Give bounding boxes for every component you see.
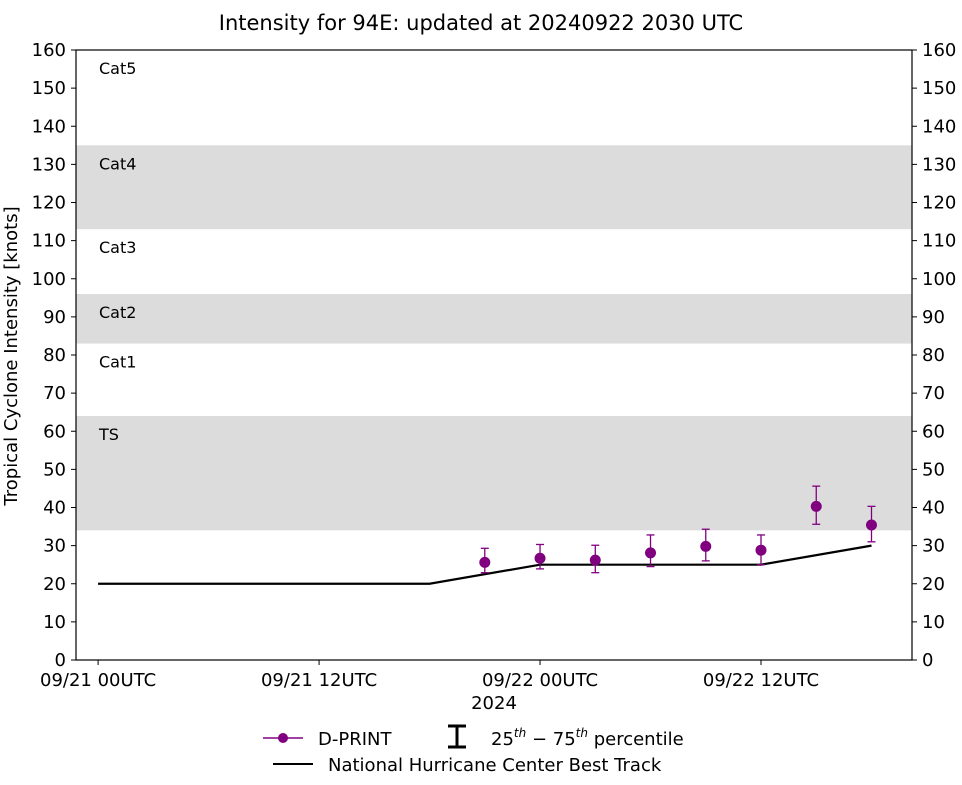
y-tick-label-left: 80 <box>43 345 66 366</box>
band-label-cat5: Cat5 <box>99 59 136 78</box>
y-tick-label-left: 50 <box>43 459 66 480</box>
y-tick-label-right: 90 <box>922 307 945 328</box>
band-label-ts: TS <box>98 425 119 444</box>
dprint-series <box>479 485 877 574</box>
band-label-cat4: Cat4 <box>99 154 136 173</box>
y-tick-label-right: 100 <box>922 269 956 290</box>
y-tick-label-left: 110 <box>32 231 66 252</box>
band-cat4 <box>76 145 912 230</box>
y-tick-label-right: 0 <box>922 650 933 671</box>
y-tick-label-left: 0 <box>55 650 66 671</box>
dprint-point <box>810 500 822 512</box>
y-tick-label-right: 140 <box>922 116 956 137</box>
legend-dprint-label: D-PRINT <box>318 729 392 750</box>
legend-best-track-label: National Hurricane Center Best Track <box>328 755 662 776</box>
x-tick-label: 09/21 12UTC <box>261 670 377 691</box>
y-tick-label-left: 130 <box>32 154 66 175</box>
band-ts <box>76 416 912 531</box>
y-tick-label-left: 120 <box>32 193 66 214</box>
x-tick-label: 09/22 12UTC <box>703 670 819 691</box>
y-tick-label-left: 160 <box>32 40 66 61</box>
y-tick-label-left: 10 <box>43 612 66 633</box>
dprint-point <box>479 556 491 568</box>
dprint-point <box>700 540 712 552</box>
y-tick-label-right: 80 <box>922 345 945 366</box>
y-axis-left: 0 10 20 30 40 50 60 70 80 90 100 110 120 130 140 150 160 <box>32 40 76 671</box>
y-tick-label-right: 70 <box>922 383 945 404</box>
y-tick-label-right: 20 <box>922 574 945 595</box>
legend-dprint-marker <box>278 733 288 743</box>
legend-percentile-label: 25th − 75th percentile <box>491 726 684 750</box>
band-label-cat1: Cat1 <box>99 353 136 372</box>
y-tick-label-right: 120 <box>922 193 956 214</box>
y-tick-label-right: 30 <box>922 536 945 557</box>
x-axis-label: 2024 <box>471 693 517 714</box>
x-axis: 09/21 00UTC 09/21 12UTC 09/22 00UTC 09/22 1… <box>40 660 819 691</box>
plot-frame <box>75 49 913 661</box>
dprint-point <box>865 519 877 531</box>
chart-title: Intensity for 94E: updated at 20240922 2… <box>219 11 743 35</box>
y-tick-label-right: 110 <box>922 231 956 252</box>
legend: D-PRINT 25th − 75th percentile National … <box>263 724 684 776</box>
dprint-point <box>755 544 767 556</box>
y-axis-label: Tropical Cyclone Intensity [knots] <box>1 206 22 506</box>
band-label-cat3: Cat3 <box>99 238 136 257</box>
dprint-point <box>589 554 601 566</box>
y-tick-label-right: 130 <box>922 154 956 175</box>
y-axis-right: 0 10 20 30 40 50 60 70 80 90 100 110 120 130 140 150 160 <box>912 40 956 671</box>
category-band-labels: TS Cat1 Cat2 Cat3 Cat4 Cat5 <box>98 59 136 444</box>
y-tick-label-right: 10 <box>922 612 945 633</box>
x-tick-label: 09/21 00UTC <box>40 670 156 691</box>
y-tick-label-left: 100 <box>32 269 66 290</box>
band-label-cat2: Cat2 <box>99 303 136 322</box>
dprint-point <box>645 547 657 559</box>
category-bands <box>76 145 912 531</box>
y-tick-label-right: 50 <box>922 459 945 480</box>
dprint-point <box>534 552 546 564</box>
band-cat2 <box>76 294 912 344</box>
y-tick-label-right: 40 <box>922 498 945 519</box>
y-tick-label-left: 60 <box>43 421 66 442</box>
y-tick-label-left: 70 <box>43 383 66 404</box>
y-tick-label-left: 40 <box>43 498 66 519</box>
y-tick-label-left: 140 <box>32 116 66 137</box>
y-tick-label-left: 20 <box>43 574 66 595</box>
x-tick-label: 09/22 00UTC <box>482 670 598 691</box>
y-tick-label-right: 60 <box>922 421 945 442</box>
y-tick-label-left: 30 <box>43 536 66 557</box>
y-tick-label-right: 150 <box>922 78 956 99</box>
y-tick-label-right: 160 <box>922 40 956 61</box>
y-tick-label-left: 90 <box>43 307 66 328</box>
y-tick-label-left: 150 <box>32 78 66 99</box>
legend-percentile-icon <box>448 724 466 749</box>
